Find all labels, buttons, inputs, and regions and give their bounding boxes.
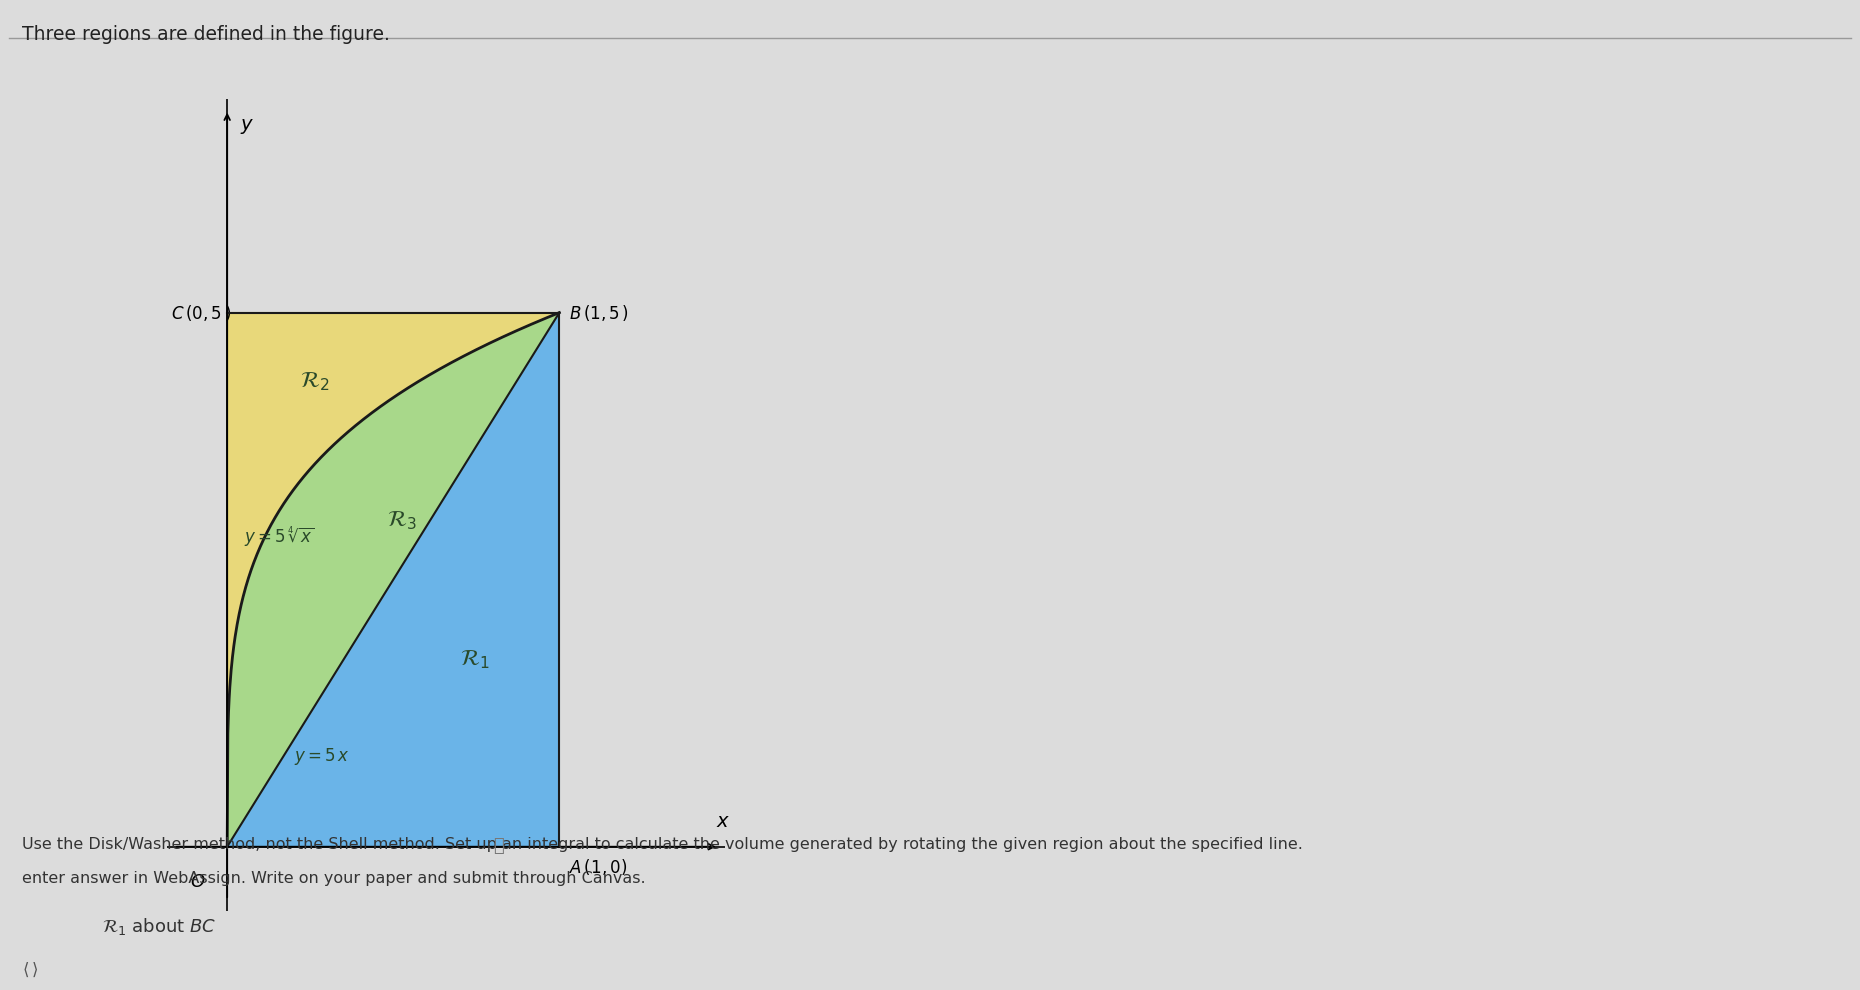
Text: enter answer in WebAssign. Write on your paper and submit through Canvas.: enter answer in WebAssign. Write on your… [22,871,645,886]
Text: Three regions are defined in the figure.: Three regions are defined in the figure. [22,25,391,44]
Text: $\mathcal{R}_2$: $\mathcal{R}_2$ [299,370,329,393]
Polygon shape [227,313,560,846]
Text: $\mathcal{R}_1$ about $BC$: $\mathcal{R}_1$ about $BC$ [102,916,216,937]
Text: $y = 5\,x$: $y = 5\,x$ [294,746,350,767]
Text: y: y [240,115,251,134]
Text: x: x [716,812,727,831]
Text: ⓘ: ⓘ [493,837,504,854]
Polygon shape [227,313,560,846]
Text: $O$: $O$ [190,873,205,891]
Text: $\langle\,\rangle$: $\langle\,\rangle$ [22,960,39,978]
Text: $C\,(0, 5\,)$: $C\,(0, 5\,)$ [171,303,231,323]
Text: Use the Disk/Washer method, not the Shell method. Set up an integral to calculat: Use the Disk/Washer method, not the Shel… [22,837,1304,851]
Text: $B\,(1, 5\,)$: $B\,(1, 5\,)$ [569,303,629,323]
Text: $\mathcal{R}_3$: $\mathcal{R}_3$ [387,509,417,532]
Text: $\mathcal{R}_1$: $\mathcal{R}_1$ [459,648,489,670]
Polygon shape [227,313,560,846]
Text: $y = 5\,\sqrt[4]{x}$: $y = 5\,\sqrt[4]{x}$ [244,525,314,548]
Text: $A\,(1,0)$: $A\,(1,0)$ [569,857,627,877]
